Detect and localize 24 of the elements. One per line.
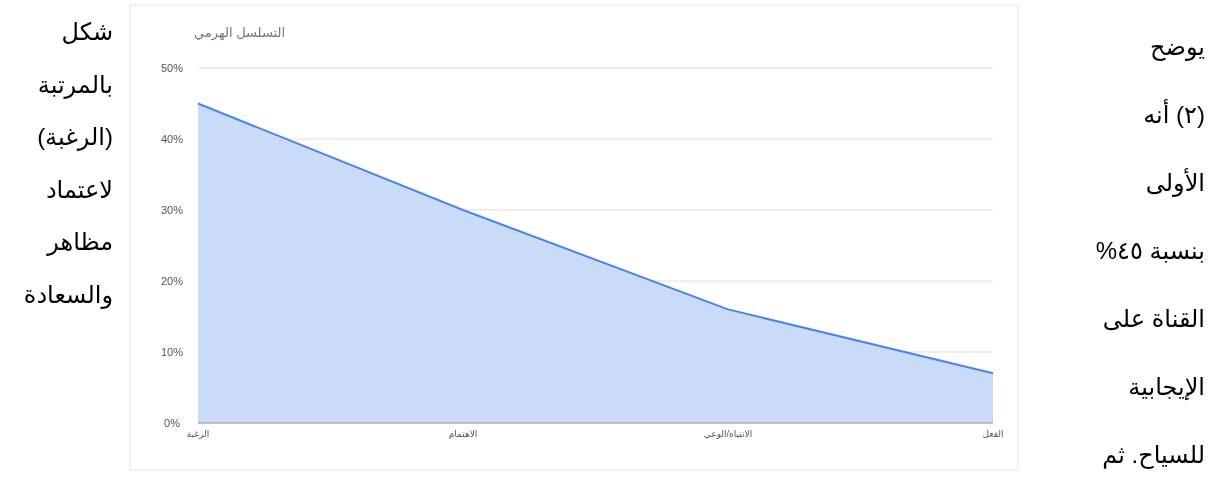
x-tick-label: الرغبة: [186, 429, 210, 439]
text: يوضح: [1150, 33, 1205, 61]
x-tick-label: الانتباه/الوعي: [703, 429, 753, 439]
y-tick-label: 30%: [160, 204, 184, 216]
chart-title: التسلسل الهرمي: [194, 25, 285, 41]
y-tick-label: 0%: [164, 417, 181, 429]
text: لاعتماد: [45, 175, 113, 203]
text: بنسبة ٤٥%: [1095, 237, 1205, 264]
y-tick-label: 10%: [160, 346, 184, 358]
x-tick-label: الاهتمام: [448, 429, 478, 439]
y-tick-label: 50%: [160, 62, 184, 74]
text: القناة على: [1102, 305, 1205, 332]
text: والسعادة: [23, 280, 113, 309]
text: (الرغبة): [37, 123, 113, 151]
text: (٢) أنه: [1143, 99, 1205, 128]
text: مظاهر: [46, 228, 113, 256]
text: للسياح. ثم: [1102, 441, 1205, 469]
y-tick-label: 20%: [160, 275, 184, 287]
x-tick-label: الفعل: [982, 429, 1004, 439]
text: شكل: [61, 18, 113, 45]
text: الإيجابية: [1128, 373, 1205, 401]
text: الأولى: [1145, 168, 1205, 197]
text: بالمرتبة: [37, 70, 113, 99]
y-tick-label: 40%: [160, 133, 184, 145]
